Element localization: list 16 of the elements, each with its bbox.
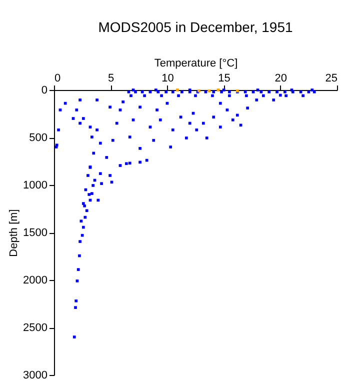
y-axis-title: Depth [m] [8, 209, 20, 257]
x-tick-label: 25 [325, 72, 338, 84]
y-tick-label: 2500 [23, 322, 48, 334]
y-tick-label: 2000 [23, 274, 48, 286]
y-tick-label: 1500 [23, 227, 48, 239]
y-tick-label: 1000 [23, 180, 48, 192]
x-tick-label: 10 [162, 72, 174, 84]
x-tick-label: 20 [274, 72, 288, 84]
chart-title: MODS2005 in December, 1951 [98, 19, 293, 35]
y-tick-label: 3000 [23, 370, 48, 382]
y-tick-label: 0 [41, 84, 48, 96]
x-tick-label: 15 [218, 72, 230, 84]
y-tick-label: 500 [29, 132, 48, 144]
x-tick-label: 5 [108, 72, 114, 84]
x-axis-title: Temperature [°C] [154, 58, 238, 70]
x-tick-label: 0 [54, 72, 61, 84]
